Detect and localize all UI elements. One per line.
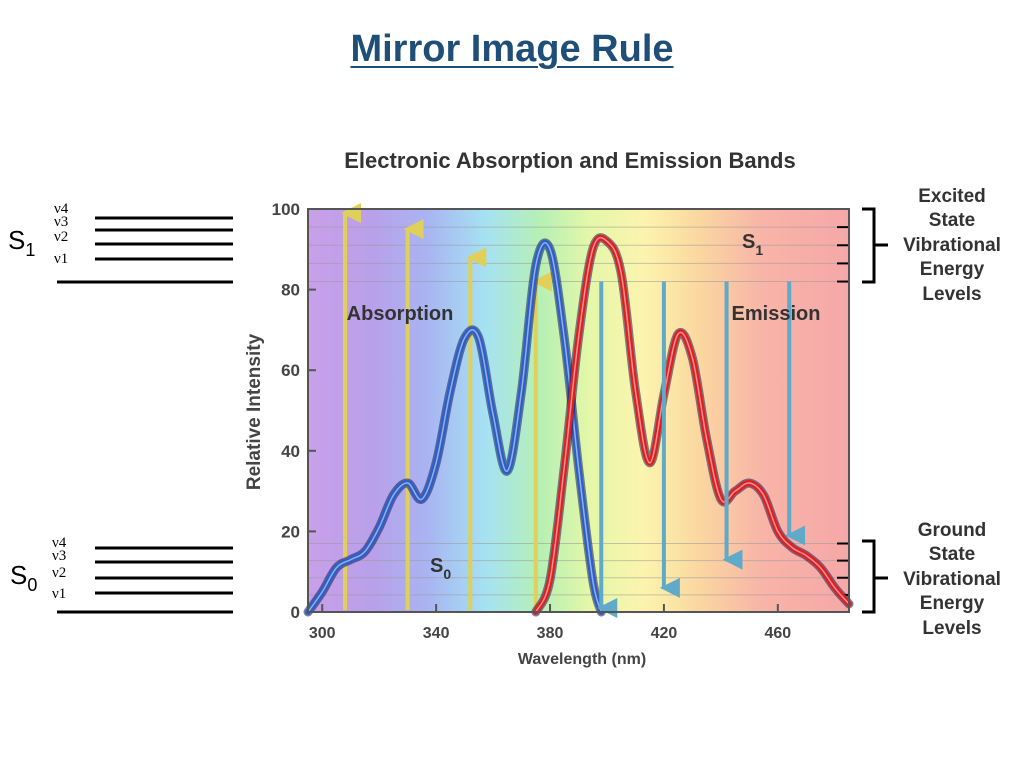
x-tick-label: 340	[423, 625, 450, 642]
absorption-arrows	[341, 203, 552, 610]
excited-bracket-line-2: State	[929, 210, 975, 231]
upper-state-label: S1	[8, 225, 35, 260]
s1-band-label: S1	[742, 231, 763, 258]
emission-arrows	[597, 281, 806, 618]
excited-bracket-line-4: Energy	[920, 259, 985, 280]
excited-state-bracket	[862, 207, 888, 284]
x-axis-ticks: 300 340 380 420 460	[309, 604, 791, 642]
y-tick-label: 60	[281, 361, 300, 380]
upper-level-nu3: ν3	[54, 214, 68, 230]
x-tick-label: 420	[651, 625, 678, 642]
lower-level-nu3: ν3	[52, 548, 66, 564]
y-tick-label: 0	[291, 603, 300, 622]
y-axis-ticks: 0 20 40 60 80 100	[272, 200, 316, 622]
ground-bracket-line-3: Vibrational	[903, 569, 1001, 590]
y-tick-label: 20	[281, 522, 300, 541]
lower-level-nu2: ν2	[52, 565, 66, 581]
chart-title: Electronic Absorption and Emission Bands	[344, 148, 795, 173]
x-axis-label: Wavelength (nm)	[518, 651, 646, 668]
excited-bracket-line-1: Excited	[918, 186, 986, 207]
lower-state-label: S0	[10, 560, 37, 595]
upper-level-nu2: ν2	[54, 229, 68, 245]
upper-state-levels	[57, 216, 233, 284]
plot-frame	[307, 208, 850, 613]
absorption-curve-highlight	[307, 242, 603, 613]
ground-bracket-line-1: Ground	[918, 520, 987, 541]
x-tick-label: 460	[764, 625, 791, 642]
x-tick-label: 380	[537, 625, 564, 642]
emission-label: Emission	[732, 303, 821, 325]
ground-bracket-line-4: Energy	[920, 593, 985, 614]
plot-background	[308, 209, 849, 612]
y-tick-label: 100	[272, 200, 300, 219]
lower-level-nu4: ν4	[52, 535, 67, 551]
s0-band-label: S0	[430, 555, 451, 582]
upper-level-nu1: ν1	[54, 251, 68, 267]
upper-level-nu4: ν4	[54, 201, 69, 217]
y-tick-label: 40	[281, 442, 300, 461]
y-tick-label: 80	[281, 281, 300, 300]
spectra-curves	[303, 233, 854, 617]
ground-state-bracket	[862, 539, 888, 614]
ground-bracket-line-5: Levels	[922, 618, 981, 639]
y-axis-label: Relative Intensity	[244, 333, 265, 490]
emission-curve-highlight	[535, 236, 850, 613]
lower-level-nu1: ν1	[52, 586, 66, 602]
excited-bracket-line-3: Vibrational	[903, 235, 1001, 256]
lower-state-levels	[57, 546, 233, 614]
x-tick-label: 300	[309, 625, 336, 642]
energy-level-diagram: S1 ν4 ν3 ν2 ν1 S0 ν4 ν3 ν2 ν1	[8, 201, 233, 614]
absorption-label: Absorption	[347, 303, 454, 325]
slide-title: Mirror Image Rule	[350, 28, 674, 70]
excited-bracket-line-5: Levels	[922, 284, 981, 305]
ground-bracket-line-2: State	[929, 544, 975, 565]
